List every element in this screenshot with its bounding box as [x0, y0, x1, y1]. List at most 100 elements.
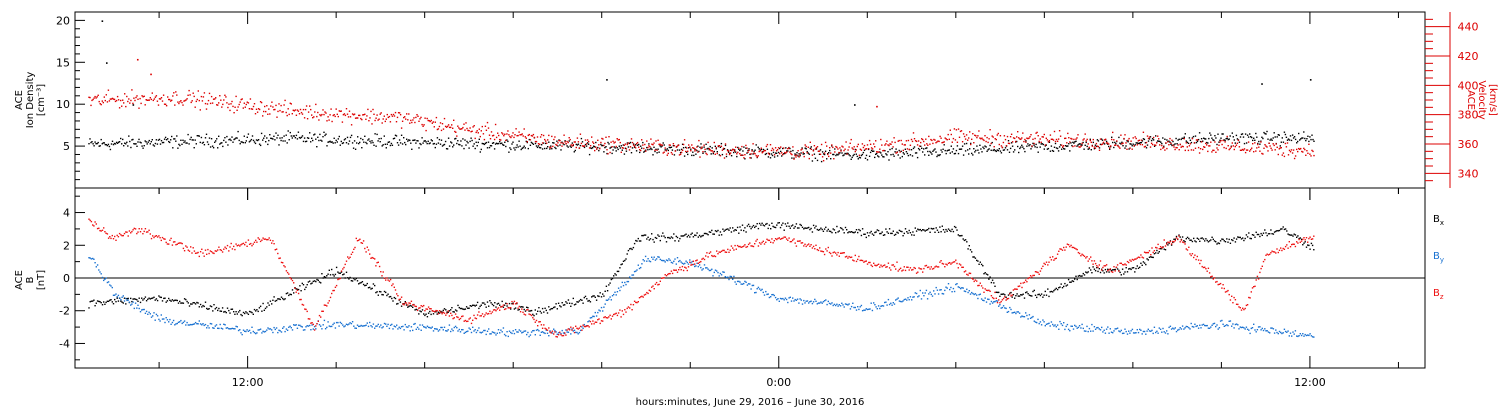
density-point — [895, 148, 896, 149]
bx-point — [362, 281, 363, 282]
bx-point — [373, 283, 374, 284]
bx-point — [685, 234, 686, 235]
bz-point — [349, 257, 350, 258]
bz-point — [338, 278, 339, 279]
density-point — [1296, 142, 1297, 143]
bz-point — [240, 244, 241, 245]
by-point — [1059, 321, 1060, 322]
bx-point — [379, 291, 380, 292]
velocity-point — [783, 147, 784, 148]
velocity-point — [154, 98, 155, 99]
density-point — [772, 155, 773, 156]
by-point — [1259, 326, 1260, 327]
by-point — [730, 276, 731, 277]
bz-point — [531, 315, 532, 316]
density-point — [1309, 136, 1310, 137]
velocity-point — [828, 156, 829, 157]
bx-point — [978, 264, 979, 265]
density-point — [255, 143, 256, 144]
velocity-point — [153, 100, 154, 101]
bz-point — [475, 317, 476, 318]
density-point — [1261, 137, 1262, 138]
bx-point — [925, 230, 926, 231]
by-point — [129, 302, 130, 303]
density-point — [1075, 141, 1076, 142]
bx-point — [1095, 270, 1096, 271]
bx-point — [445, 309, 446, 310]
density-point — [974, 151, 975, 152]
velocity-point — [202, 100, 203, 101]
density-point — [237, 131, 238, 132]
bz-point — [166, 242, 167, 243]
bx-point — [1226, 238, 1227, 239]
by-point — [170, 324, 171, 325]
density-point — [1232, 132, 1233, 133]
bx-point — [864, 234, 865, 235]
velocity-point — [905, 144, 906, 145]
bx-point — [1014, 298, 1015, 299]
velocity-point — [1021, 137, 1022, 138]
bx-point — [689, 236, 690, 237]
bx-point — [1051, 291, 1052, 292]
density-point — [218, 136, 219, 137]
velocity-point — [572, 145, 573, 146]
density-point — [157, 143, 158, 144]
by-point — [125, 298, 126, 299]
bx-point — [504, 305, 505, 306]
bz-point — [310, 323, 311, 324]
by-point — [707, 269, 708, 270]
density-point — [1044, 148, 1045, 149]
by-point — [716, 270, 717, 271]
bx-point — [910, 232, 911, 233]
density-point — [1186, 140, 1187, 141]
by-point — [997, 300, 998, 301]
bx-point — [656, 238, 657, 239]
velocity-point — [1222, 140, 1223, 141]
bx-point — [102, 304, 103, 305]
bx-point — [992, 280, 993, 281]
by-point — [566, 331, 567, 332]
by-point — [851, 306, 852, 307]
velocity-point — [256, 109, 257, 110]
by-point — [703, 268, 704, 269]
density-point — [731, 155, 732, 156]
velocity-point — [1270, 148, 1271, 149]
bz-point — [147, 231, 148, 232]
by-point — [134, 308, 135, 309]
bz-point — [287, 272, 288, 273]
bz-point — [466, 321, 467, 322]
velocity-point — [1293, 149, 1294, 150]
velocity-point — [1151, 143, 1152, 144]
bz-point — [440, 312, 441, 313]
density-point — [796, 152, 797, 153]
bz-point — [490, 313, 491, 314]
bx-point — [997, 292, 998, 293]
bz-point — [671, 271, 672, 272]
by-point — [818, 302, 819, 303]
density-point — [973, 148, 974, 149]
by-point — [1075, 326, 1076, 327]
bx-point — [905, 228, 906, 229]
bx-point — [352, 280, 353, 281]
density-point — [553, 142, 554, 143]
by-point — [808, 302, 809, 303]
bx-point — [1132, 267, 1133, 268]
bz-point — [694, 263, 695, 264]
by-point — [802, 303, 803, 304]
bz-point — [272, 240, 273, 241]
by-point — [900, 301, 901, 302]
velocity-point — [1255, 150, 1256, 151]
velocity-point — [1197, 139, 1198, 140]
by-point — [396, 325, 397, 326]
bx-point — [602, 293, 603, 294]
bx-point — [357, 280, 358, 281]
velocity-point — [351, 124, 352, 125]
density-point — [1243, 136, 1244, 137]
bz-point — [407, 304, 408, 305]
bz-point — [631, 309, 632, 310]
bx-point — [976, 260, 977, 261]
velocity-point — [1248, 141, 1249, 142]
velocity-point — [615, 141, 616, 142]
density-point — [280, 140, 281, 141]
density-point — [616, 150, 617, 151]
